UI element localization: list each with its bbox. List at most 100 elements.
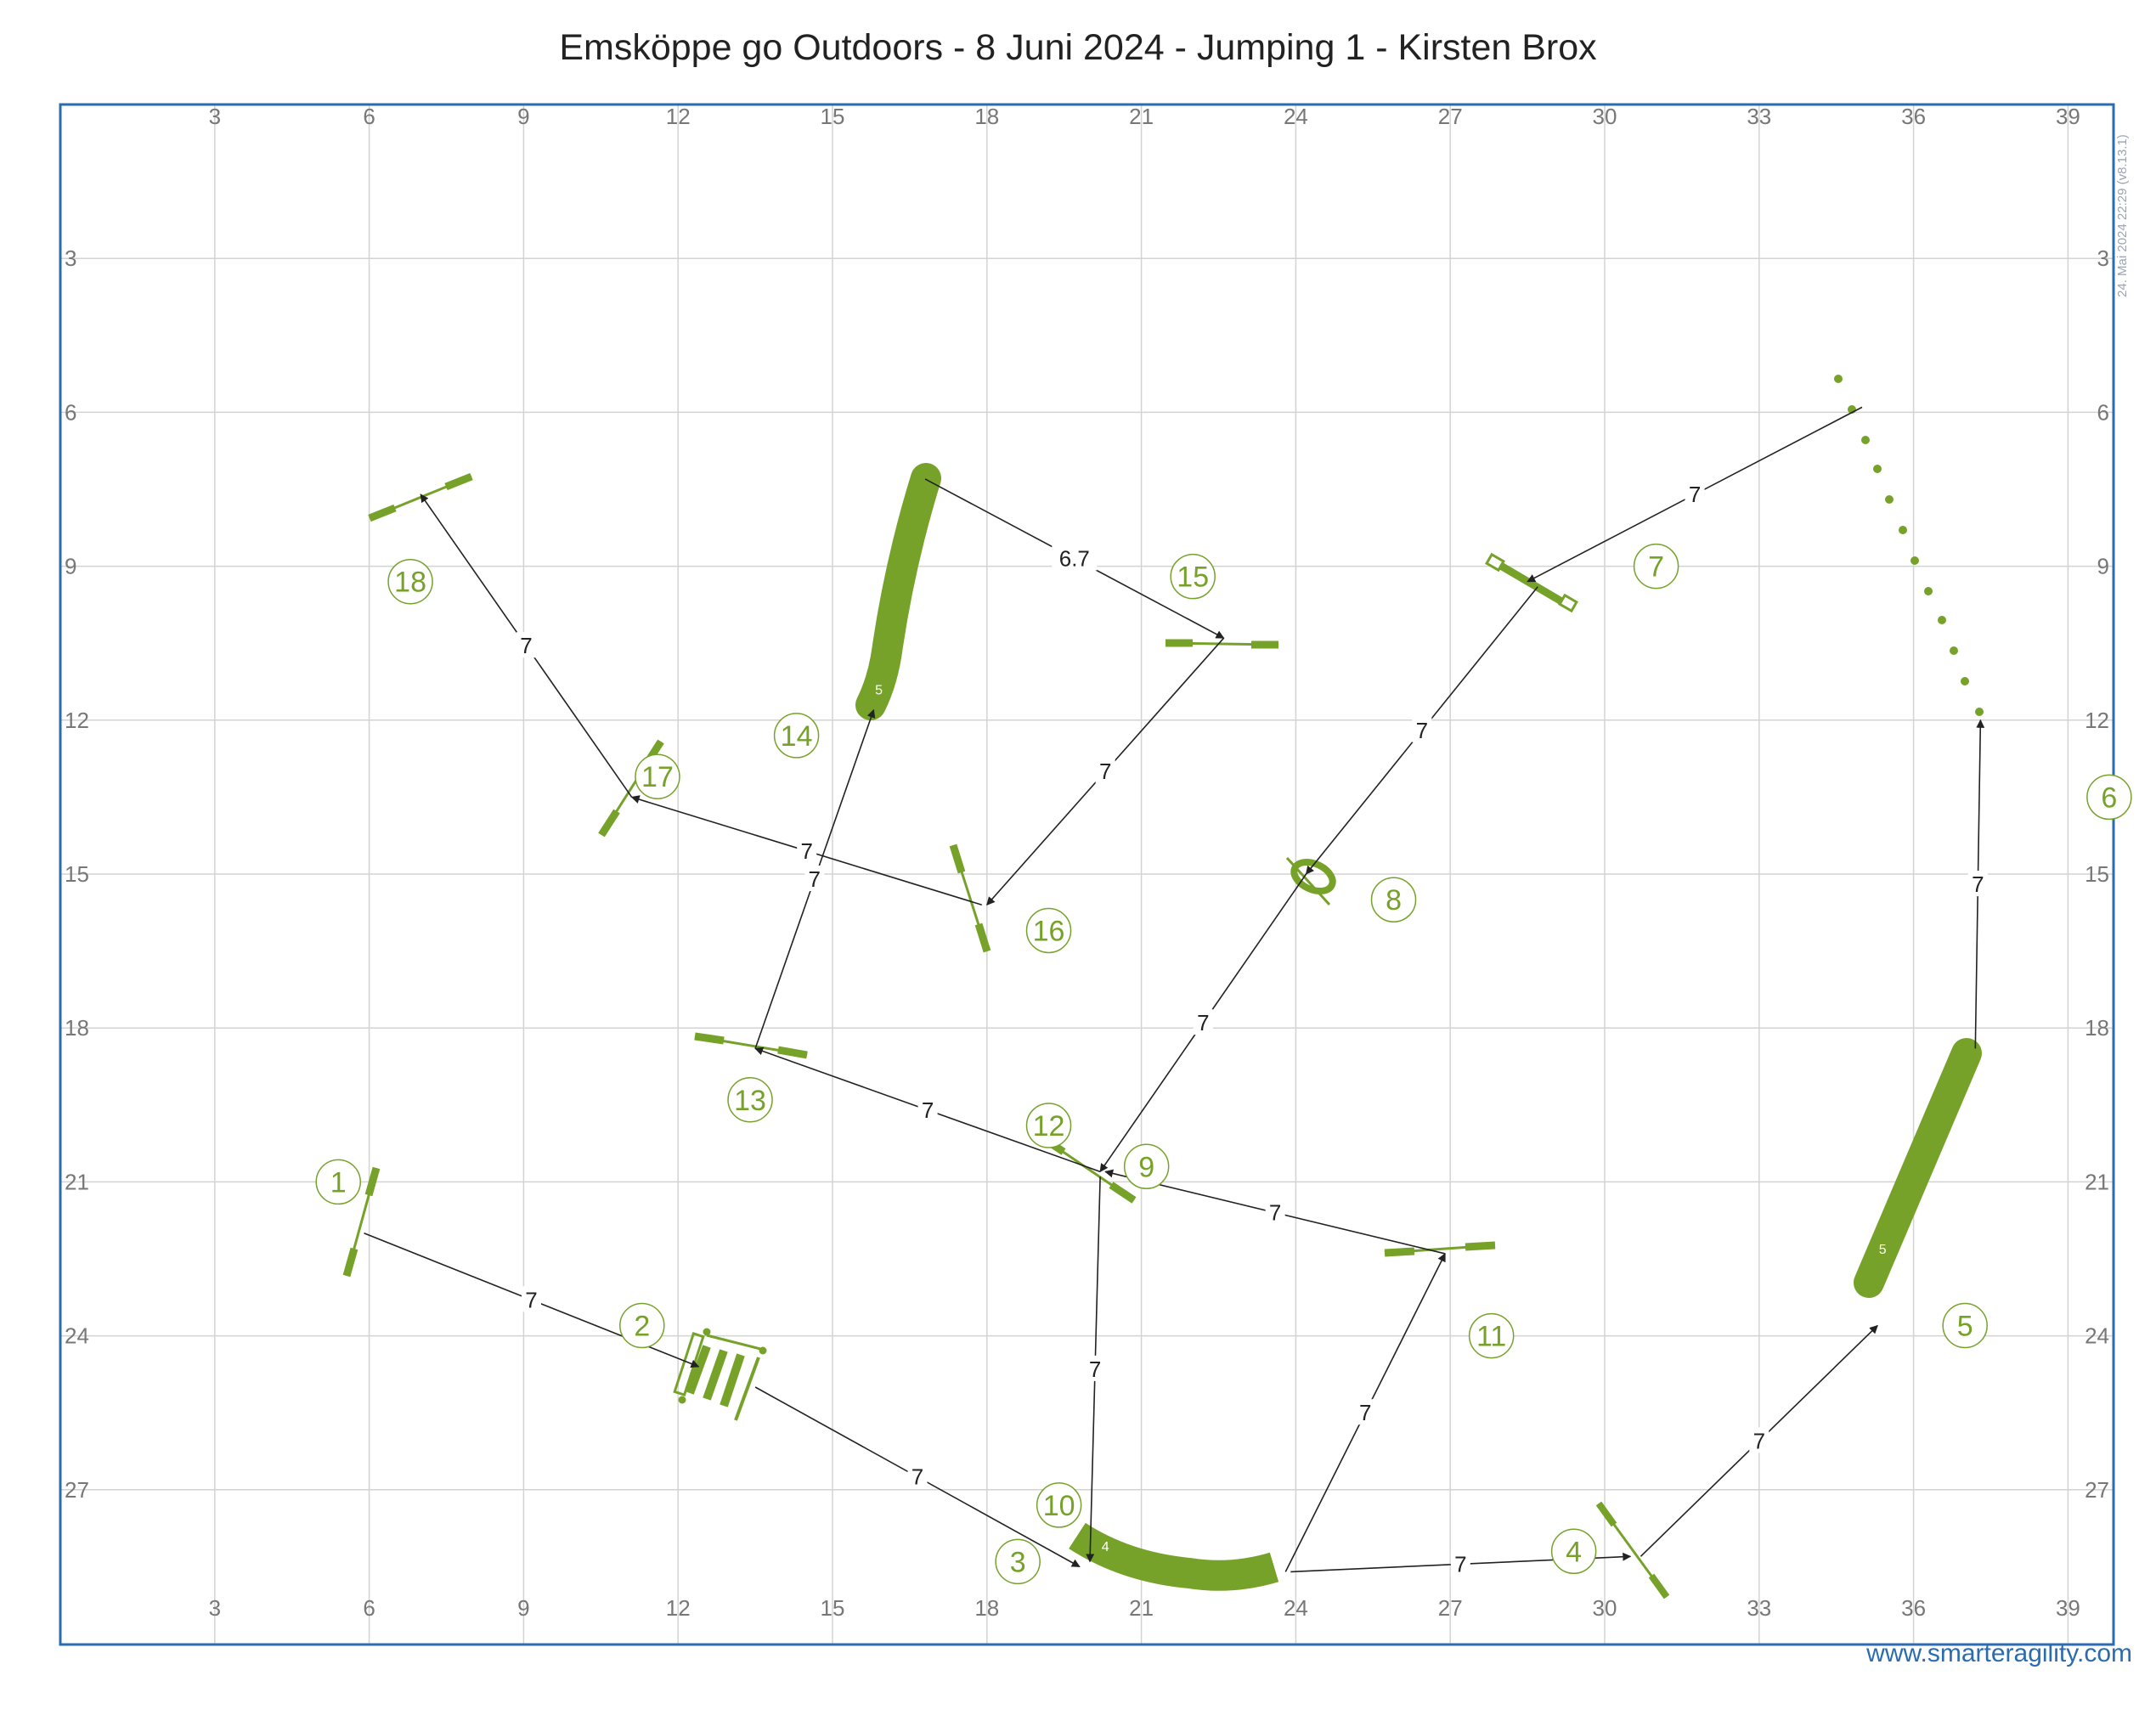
number-circle bbox=[1025, 1103, 1072, 1148]
x-tick-label: 30 bbox=[1593, 1595, 1617, 1621]
obstacle-number: 1 bbox=[330, 1166, 347, 1199]
tunnel-length-label: 5 bbox=[875, 684, 883, 698]
number-circle bbox=[727, 1077, 773, 1123]
distance-label-bg bbox=[1355, 1399, 1375, 1425]
number-circle bbox=[1025, 907, 1072, 954]
number-circle bbox=[1633, 543, 1679, 590]
number-circle bbox=[1123, 1143, 1170, 1190]
footer-link[interactable]: www.smarteragility.com bbox=[1866, 1639, 2132, 1667]
y-tick-label: 6 bbox=[65, 399, 76, 425]
x-tick-label: 36 bbox=[1901, 1595, 1926, 1621]
distance-label-bg bbox=[1095, 758, 1115, 784]
x-tick-label: 3 bbox=[209, 1595, 221, 1621]
number-circle bbox=[1550, 1528, 1597, 1575]
distance-label: 7 bbox=[1099, 759, 1111, 784]
distance-label: 7 bbox=[525, 1287, 537, 1312]
distance-label: 7 bbox=[1197, 1010, 1209, 1035]
tire-8 bbox=[1285, 856, 1336, 906]
obstacle-number: 5 bbox=[1957, 1311, 1973, 1343]
obstacle-number: 10 bbox=[1043, 1490, 1075, 1522]
y-tick-label: 9 bbox=[65, 554, 76, 579]
obstacle-number: 16 bbox=[1033, 915, 1065, 947]
y-tick-label: 18 bbox=[65, 1015, 89, 1041]
number-circle bbox=[619, 1302, 665, 1349]
distance-label-bg bbox=[804, 866, 825, 892]
jump-13 bbox=[694, 1032, 808, 1059]
x-tick-label: 33 bbox=[1747, 104, 1771, 129]
x-tick-label: 27 bbox=[1438, 104, 1463, 129]
number-circle bbox=[1370, 877, 1417, 922]
x-tick-label: 24 bbox=[1284, 1595, 1308, 1621]
distance-label: 7 bbox=[912, 1464, 923, 1490]
version-stamp: 24. Mai 2024 22:29 (v8.13.1) bbox=[2115, 134, 2130, 297]
jump-18 bbox=[368, 472, 473, 522]
distance-label: 7 bbox=[1269, 1200, 1281, 1226]
obstacle-number: 8 bbox=[1386, 884, 1402, 917]
y-tick-label: 3 bbox=[65, 245, 76, 271]
x-tick-label: 24 bbox=[1284, 104, 1308, 129]
obstacle-number: 7 bbox=[1648, 551, 1664, 584]
distance-label-bg bbox=[1052, 544, 1098, 571]
number-circle bbox=[1170, 553, 1216, 600]
y-tick-label: 15 bbox=[65, 861, 89, 887]
tunnel-labels: 5 4 5 bbox=[875, 684, 1887, 1555]
x-tick-label: 21 bbox=[1129, 104, 1154, 129]
x-tick-label: 33 bbox=[1747, 1595, 1771, 1621]
number-circle bbox=[995, 1538, 1041, 1585]
y-tick-label: 24 bbox=[2085, 1323, 2109, 1349]
x-tick-label: 6 bbox=[363, 1595, 375, 1621]
distance-label: 7 bbox=[1416, 718, 1428, 743]
grid bbox=[60, 104, 2114, 1644]
weave-poles-6 bbox=[1834, 375, 1984, 716]
distance-label-bg bbox=[516, 632, 536, 658]
obstacle-number: 3 bbox=[1010, 1546, 1026, 1578]
obstacle-number: 4 bbox=[1566, 1536, 1582, 1568]
y-tick-label: 15 bbox=[2085, 861, 2109, 887]
y-tick-label: 27 bbox=[65, 1477, 89, 1503]
distance-label: 7 bbox=[1753, 1428, 1765, 1453]
x-tick-label: 18 bbox=[974, 1595, 999, 1621]
y-tick-label: 24 bbox=[65, 1323, 89, 1349]
x-tick-label: 12 bbox=[666, 104, 691, 129]
x-tick-label: 6 bbox=[363, 104, 375, 129]
jump-2 bbox=[673, 1328, 767, 1421]
x-tick-label: 9 bbox=[517, 104, 529, 129]
y-tick-label: 21 bbox=[2085, 1169, 2109, 1194]
distance-label: 7 bbox=[1689, 482, 1701, 507]
tunnel-length-label: 5 bbox=[1879, 1243, 1887, 1257]
obstacles bbox=[342, 375, 1984, 1599]
obstacle-number: 15 bbox=[1177, 561, 1209, 594]
obstacle-number: 14 bbox=[781, 720, 813, 753]
obstacle-number: 6 bbox=[2101, 781, 2117, 814]
distance-label-bg bbox=[1412, 716, 1432, 742]
number-circle bbox=[1942, 1302, 1988, 1349]
obstacle-number: 17 bbox=[641, 761, 674, 793]
x-tick-label: 27 bbox=[1438, 1595, 1463, 1621]
number-circle bbox=[773, 713, 820, 759]
number-circle bbox=[1468, 1312, 1515, 1359]
distance-label: 7 bbox=[520, 633, 532, 658]
distance-label-bg bbox=[1967, 871, 1988, 897]
distance-label-bg bbox=[521, 1286, 541, 1312]
jump-4 bbox=[1595, 1501, 1670, 1599]
number-circle bbox=[315, 1159, 361, 1205]
distance-label-bg bbox=[1450, 1550, 1470, 1577]
x-tick-label: 3 bbox=[209, 104, 221, 129]
number-circle bbox=[387, 558, 433, 605]
jump-11 bbox=[1384, 1241, 1496, 1257]
axis-labels: 3366991212151518182121242427273030333336… bbox=[65, 104, 2109, 1621]
distance-label: 7 bbox=[800, 838, 812, 864]
number-circle bbox=[1036, 1482, 1082, 1528]
x-tick-label: 30 bbox=[1593, 104, 1617, 129]
obstacle-number: 18 bbox=[394, 567, 426, 599]
x-tick-label: 12 bbox=[666, 1595, 691, 1621]
distance-label: 7 bbox=[1089, 1357, 1101, 1382]
distance-label: 7 bbox=[809, 866, 821, 892]
tunnel-5-right bbox=[1854, 1038, 1982, 1298]
distance-label-bg bbox=[1749, 1427, 1769, 1453]
y-tick-label: 21 bbox=[65, 1169, 89, 1194]
x-tick-label: 36 bbox=[1901, 104, 1926, 129]
distance-label-bg bbox=[917, 1096, 938, 1122]
